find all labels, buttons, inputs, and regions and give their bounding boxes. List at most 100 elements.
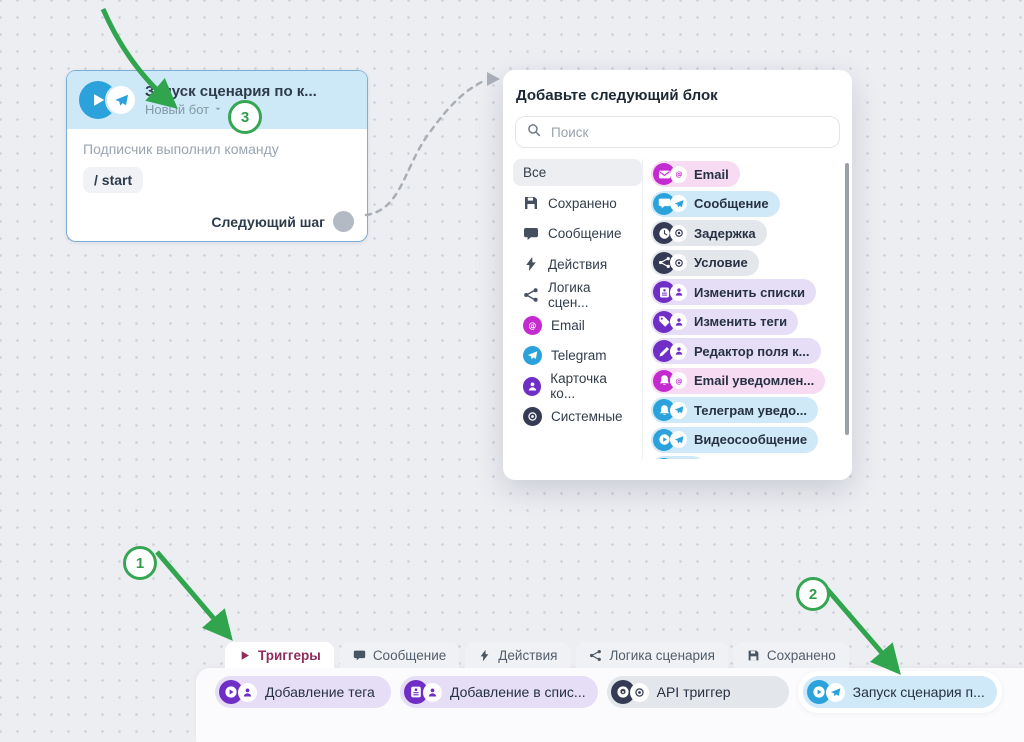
chip-icons bbox=[219, 680, 257, 704]
chip-icons bbox=[653, 458, 687, 459]
tab-label: Действия bbox=[498, 647, 558, 663]
chip-label: Задержка bbox=[694, 225, 756, 241]
chip-label: Сообщение bbox=[694, 196, 769, 211]
tab-2[interactable]: Действия bbox=[465, 642, 571, 668]
annotation-marker-1: 1 bbox=[123, 546, 157, 580]
trigger-block[interactable]: Запуск сценария по к... Новый бот Подпис… bbox=[66, 70, 368, 242]
at-icon: @ bbox=[670, 165, 687, 183]
trigger-chips-row: Добавление тега Добавление в спис... API т… bbox=[215, 671, 1002, 713]
tab-label: Логика сценария bbox=[609, 647, 715, 663]
videoplay-icon bbox=[653, 458, 675, 459]
category-label: Сохранено bbox=[548, 195, 617, 211]
envelope-icon bbox=[653, 163, 675, 185]
next-step-connector bbox=[364, 78, 488, 217]
block-chip[interactable]: Задержка bbox=[651, 220, 767, 246]
block-chip[interactable]: API триггер bbox=[606, 676, 789, 708]
category-label: Действия bbox=[548, 256, 608, 272]
block-chip[interactable]: Добавление в спис... bbox=[400, 676, 598, 708]
chip-label: Запуск сценария п... bbox=[852, 684, 985, 700]
bubble-icon bbox=[353, 649, 366, 662]
person-icon bbox=[523, 376, 542, 396]
tab-3[interactable]: Логика сценария bbox=[576, 642, 728, 668]
tab-4[interactable]: Сохранено bbox=[733, 642, 849, 668]
branch-icon bbox=[589, 649, 602, 662]
chip-icons bbox=[653, 192, 687, 215]
category-label: Карточка ко... bbox=[550, 371, 607, 401]
svg-text:@: @ bbox=[675, 376, 682, 385]
search-icon bbox=[527, 123, 541, 142]
category-item-7[interactable]: Карточка ко... bbox=[513, 371, 642, 401]
clock-icon bbox=[653, 222, 675, 244]
block-chip[interactable]: Условие bbox=[651, 249, 759, 276]
bubble-icon bbox=[523, 226, 539, 242]
person-icon bbox=[670, 283, 687, 301]
block-chip[interactable]: Видеосообщение bbox=[651, 426, 819, 453]
category-label: Telegram bbox=[551, 348, 607, 363]
dotcircle-icon bbox=[523, 407, 542, 426]
chip-icons: @ bbox=[653, 369, 687, 392]
block-chip[interactable]: Телеграм уведо... bbox=[651, 397, 818, 423]
chip-icons bbox=[653, 281, 687, 303]
annotation-marker-2: 2 bbox=[796, 577, 830, 611]
person-icon bbox=[238, 682, 257, 702]
category-item-5[interactable]: @ Email bbox=[513, 312, 642, 339]
category-label: Системные bbox=[551, 409, 623, 424]
next-step-label: Следующий шаг bbox=[211, 213, 325, 230]
tag-icon bbox=[653, 310, 675, 333]
chip-highlight: Запуск сценария п... bbox=[797, 671, 1002, 713]
chip-icons bbox=[404, 680, 442, 704]
search-box[interactable] bbox=[515, 116, 840, 148]
person-icon bbox=[423, 682, 442, 702]
lightning-icon bbox=[478, 649, 491, 662]
bell-icon bbox=[653, 369, 675, 392]
block-chip[interactable]: @ Email bbox=[651, 161, 740, 187]
chip-label: Изменить теги bbox=[694, 314, 788, 329]
block-chip[interactable]: Редактор поля к... bbox=[651, 338, 821, 364]
category-item-6[interactable]: Telegram bbox=[513, 342, 642, 369]
chip-label: Видеосообщение bbox=[694, 432, 808, 447]
tab-label: Сообщение bbox=[372, 647, 447, 663]
block-chip[interactable]: Добавление тега bbox=[215, 676, 391, 708]
videoplay-icon bbox=[653, 428, 675, 451]
block-chip[interactable]: Запуск сценария п... bbox=[802, 676, 997, 708]
search-input[interactable] bbox=[549, 123, 828, 141]
trigger-condition-label: Подписчик выполнил команду bbox=[83, 141, 279, 157]
category-item-1[interactable]: Сохранено bbox=[513, 190, 642, 217]
scrollbar[interactable] bbox=[845, 163, 849, 435]
save-icon bbox=[747, 649, 760, 662]
next-step-port[interactable] bbox=[333, 211, 354, 232]
dotcircle-icon bbox=[670, 254, 687, 271]
block-chip[interactable]: Изменить теги bbox=[651, 308, 799, 335]
plane-icon bbox=[825, 682, 845, 702]
category-list: Все Сохранено Сообщение Действия Логика сцен… bbox=[503, 159, 642, 459]
annotation-arrow-1 bbox=[155, 550, 233, 641]
tab-0[interactable]: Триггеры bbox=[225, 642, 334, 668]
chip-icons: @ bbox=[653, 163, 687, 185]
lightning-icon bbox=[523, 256, 539, 272]
category-item-3[interactable]: Действия bbox=[513, 251, 642, 278]
list-icon bbox=[653, 281, 675, 303]
bottom-tabs: Триггеры Сообщение Действия Логика сценария… bbox=[225, 642, 849, 668]
chip-icons bbox=[653, 222, 687, 244]
trigger-block-title: Запуск сценария по к... bbox=[145, 82, 317, 100]
tab-1[interactable]: Сообщение bbox=[339, 642, 460, 668]
category-item-8[interactable]: Системные bbox=[513, 403, 642, 430]
category-item-0[interactable]: Все bbox=[513, 159, 642, 186]
block-chip[interactable]: @ Email уведомлен... bbox=[651, 367, 826, 394]
category-item-4[interactable]: Логика сцен... bbox=[513, 280, 642, 310]
chip-label: Добавление тега bbox=[265, 684, 375, 700]
block-chip[interactable]: Изменить списки bbox=[651, 279, 816, 305]
chip-label: Изменить списки bbox=[694, 284, 805, 300]
category-item-2[interactable]: Сообщение bbox=[513, 220, 642, 247]
bell-icon bbox=[653, 399, 675, 421]
chip-label: Добавление в спис... bbox=[450, 684, 586, 700]
block-chip[interactable]: Сообщение bbox=[651, 190, 780, 217]
person-icon bbox=[670, 313, 687, 330]
command-chip[interactable]: / start bbox=[83, 167, 144, 193]
chip-icons bbox=[610, 680, 649, 704]
dotcircle-icon bbox=[670, 224, 687, 242]
block-chip[interactable] bbox=[651, 456, 705, 459]
pencil-icon bbox=[653, 340, 675, 362]
trigger-block-icons bbox=[79, 81, 135, 119]
